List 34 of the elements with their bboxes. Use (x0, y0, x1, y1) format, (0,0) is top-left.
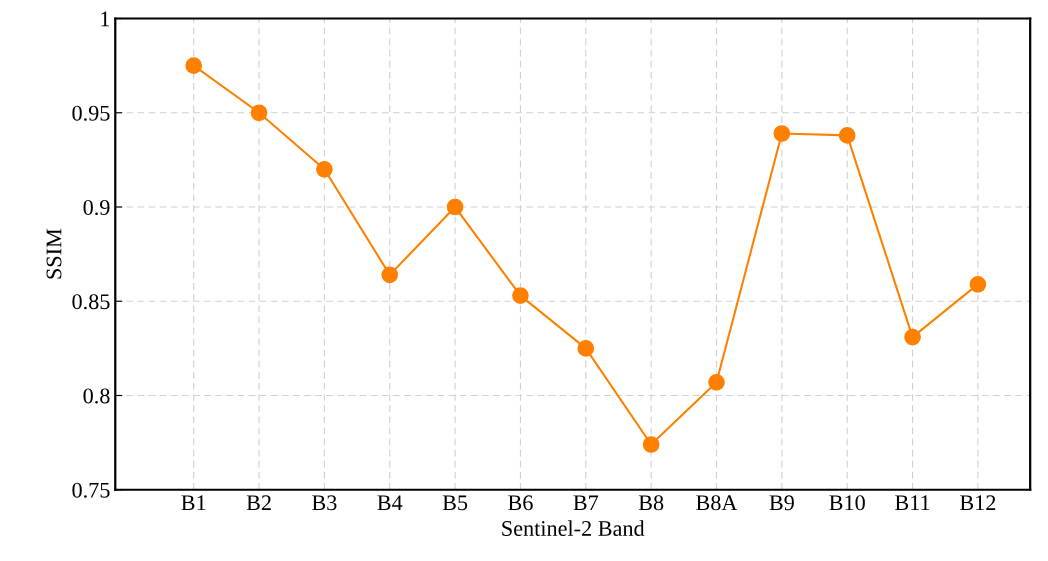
x-tick-label: B11 (895, 495, 930, 511)
x-tick-label: B4 (377, 495, 403, 511)
point (708, 373, 725, 391)
point (512, 287, 529, 304)
y-tick-label: 0.75 (72, 482, 110, 498)
point (250, 104, 268, 122)
x-tick-label: B7 (573, 495, 599, 511)
point (969, 275, 987, 293)
x-tick-label: B10 (829, 495, 865, 511)
point (577, 340, 595, 357)
point (446, 198, 464, 216)
x-tick-label: B5 (442, 495, 468, 511)
x-tick-label: B12 (960, 495, 996, 511)
y-tick-label: 0.9 (83, 199, 110, 216)
x-tick-label: B3 (312, 495, 337, 511)
x-tick-label: B8 (638, 495, 664, 511)
x-tick-label: B9 (769, 495, 794, 511)
point (316, 160, 333, 178)
point (838, 127, 856, 144)
point (381, 266, 399, 284)
y-tick-label: 0.8 (83, 388, 110, 404)
point (773, 125, 791, 142)
point (185, 57, 203, 74)
point (904, 328, 921, 346)
x-tick-label: B1 (181, 495, 206, 511)
x-tick-label: B2 (246, 495, 271, 511)
x-tick-label: B6 (508, 495, 533, 511)
y-tick-label: 0.85 (72, 294, 110, 310)
y-tick-label: 1 (101, 11, 110, 27)
x-axis-title: Sentinel-2 Band (502, 520, 645, 536)
x-tick-label: B8A (696, 495, 738, 511)
y-axis-title: SSIM (46, 228, 62, 279)
point (642, 436, 660, 453)
y-tick-label: 0.95 (72, 105, 110, 121)
